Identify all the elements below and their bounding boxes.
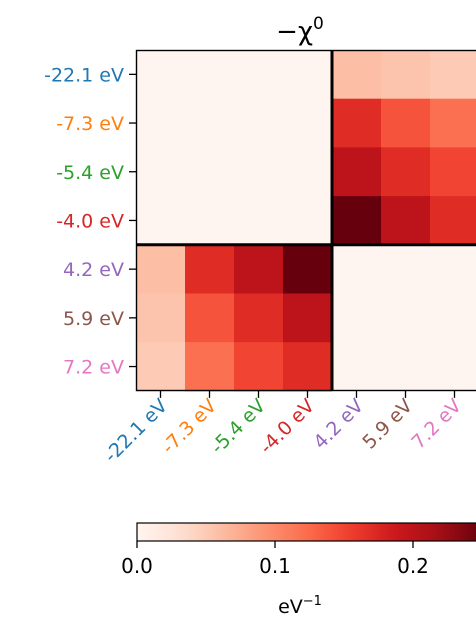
chart-title: −χ0: [276, 14, 324, 47]
heatmap-cell: [430, 244, 476, 294]
heatmap-cell: [234, 50, 284, 100]
chart-title-superscript: 0: [313, 14, 324, 34]
heatmap-cell: [283, 196, 333, 246]
heatmap-cell: [136, 147, 186, 197]
heatmap-cell: [136, 196, 186, 246]
x-tick-label: 4.2 eV: [309, 395, 368, 454]
heatmap-cell: [381, 196, 431, 246]
heatmap-cell: [430, 293, 476, 343]
colorbar: 0.0 0.1 0.2: [121, 522, 476, 578]
heatmap-cell: [185, 98, 235, 148]
y-tick-label: -22.1 eV: [44, 64, 124, 86]
heatmap-cell: [381, 244, 431, 294]
heatmap-cell: [332, 98, 382, 148]
y-tick-label: -4.0 eV: [56, 210, 124, 232]
colorbar-label-superscript: −1: [303, 594, 322, 609]
heatmap-cell: [234, 293, 284, 343]
colorbar-tick-label: 0.0: [121, 554, 153, 578]
heatmap-cell: [332, 50, 382, 100]
heatmap-cell: [381, 147, 431, 197]
heatmap-cell: [234, 342, 284, 392]
heatmap-cell: [332, 196, 382, 246]
heatmap-cell: [185, 196, 235, 246]
heatmap-cell: [136, 293, 186, 343]
heatmap-cell: [332, 244, 382, 294]
plot-frame: [135, 49, 476, 392]
y-tick-label: 5.9 eV: [63, 308, 124, 330]
heatmap-cell: [234, 196, 284, 246]
x-tick-label: -4.0 eV: [256, 395, 320, 459]
heatmap-cell: [136, 342, 186, 392]
heatmap-cell: [332, 147, 382, 197]
heatmap-cell: [430, 147, 476, 197]
heatmap-cell: [136, 98, 186, 148]
heatmap-cell: [136, 244, 186, 294]
heatmap-cell: [381, 50, 431, 100]
heatmap-cell: [283, 50, 333, 100]
x-tick-label: 7.2 eV: [407, 395, 466, 454]
colorbar-tick-label: 0.1: [259, 554, 291, 578]
y-tick-label: 7.2 eV: [63, 357, 124, 379]
block-dividers: [136, 50, 476, 391]
row-tick-labels: -22.1 eV -7.3 eV -5.4 eV -4.0 eV 4.2 eV 5.9 e…: [44, 64, 136, 379]
heatmap-cell: [185, 342, 235, 392]
heatmap-cell: [234, 244, 284, 294]
heatmap-cell: [332, 342, 382, 392]
colorbar-gradient: [136, 522, 476, 542]
heatmap-cell: [283, 293, 333, 343]
column-tick-labels: -22.1 eV-7.3 eV-5.4 eV-4.0 eV4.2 eV5.9 e…: [100, 390, 466, 467]
y-tick-label: 4.2 eV: [63, 259, 124, 281]
colorbar-tick-label: 0.2: [397, 554, 429, 578]
colorbar-label: eV−1: [278, 594, 322, 618]
heatmap-cell: [332, 293, 382, 343]
heatmap-cell: [430, 50, 476, 100]
heatmap-cell: [136, 50, 186, 100]
heatmap-cell: [430, 98, 476, 148]
x-tick-label: -22.1 eV: [100, 395, 172, 467]
heatmap-cell: [381, 98, 431, 148]
heatmap-cells: [136, 50, 476, 392]
heatmap-cell: [283, 342, 333, 392]
y-tick-label: -7.3 eV: [56, 113, 124, 135]
heatmap-cell: [234, 98, 284, 148]
heatmap-cell: [185, 147, 235, 197]
heatmap-cell: [283, 98, 333, 148]
heatmap-cell: [381, 342, 431, 392]
heatmap-cell: [185, 244, 235, 294]
heatmap-cell: [283, 244, 333, 294]
heatmap-cell: [185, 293, 235, 343]
heatmap-cell: [234, 147, 284, 197]
heatmap-cell: [430, 196, 476, 246]
x-tick-label: 5.9 eV: [358, 395, 417, 454]
heatmap-cell: [430, 342, 476, 392]
heatmap-cell: [381, 293, 431, 343]
y-tick-label: -5.4 eV: [56, 162, 124, 184]
heatmap-cell: [185, 50, 235, 100]
heatmap-cell: [283, 147, 333, 197]
